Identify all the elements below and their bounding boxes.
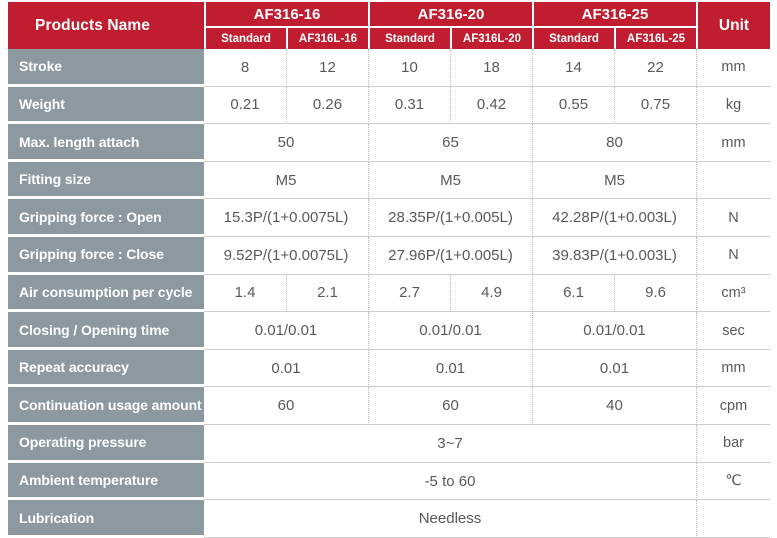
unit-cell: cpm <box>696 387 770 426</box>
table-header: Products Name Unit AF316-16 Standard AF316… <box>8 2 770 49</box>
row-label: Air consumption per cycle <box>8 274 204 313</box>
value-cell: 27.96P/(1+0.005L) <box>368 237 532 275</box>
table-body: Stroke 8 12 10 18 14 22 mm Weight 0.21 0.26 0.31 0.4… <box>8 49 770 538</box>
value-cell: 9.6 <box>614 274 696 313</box>
value-cell: 2.1 <box>286 274 368 313</box>
value-cell: M5 <box>368 161 532 200</box>
table-row: Gripping force : Close 9.52P/(1+0.0075L) 2… <box>8 237 770 275</box>
value-cell: 9.52P/(1+0.0075L) <box>204 237 368 275</box>
value-cell: 0.01/0.01 <box>532 312 696 350</box>
value-cell: 0.01/0.01 <box>368 312 532 350</box>
table-row: Closing / Opening time 0.01/0.01 0.01/0.01… <box>8 312 770 350</box>
row-label: Continuation usage amount <box>8 387 204 426</box>
unit-cell: cm³ <box>696 274 770 313</box>
table-row: Weight 0.21 0.26 0.31 0.42 0.55 0.75 kg <box>8 86 770 125</box>
group-header: AF316-16 <box>204 2 368 28</box>
value-cell: 42.28P/(1+0.003L) <box>532 199 696 238</box>
row-label: Stroke <box>8 49 204 87</box>
row-label: Weight <box>8 86 204 125</box>
value-cell: 65 <box>368 124 532 162</box>
value-cell: 15.3P/(1+0.0075L) <box>204 199 368 238</box>
row-label: Gripping force : Open <box>8 199 204 238</box>
row-label: Lubrication <box>8 500 204 538</box>
unit-cell: mm <box>696 349 770 388</box>
value-cell: 0.26 <box>286 86 368 125</box>
table-row: Stroke 8 12 10 18 14 22 mm <box>8 49 770 87</box>
value-cell: 1.4 <box>204 274 286 313</box>
value-cell: 22 <box>614 49 696 87</box>
products-name-header: Products Name <box>8 2 204 49</box>
unit-column-header: Unit <box>696 2 770 49</box>
value-cell: 28.35P/(1+0.005L) <box>368 199 532 238</box>
value-cell: 14 <box>532 49 614 87</box>
value-cell: 3~7 <box>204 425 696 463</box>
value-cell: 0.42 <box>450 86 532 125</box>
row-label: Fitting size <box>8 161 204 200</box>
value-cell: 0.01 <box>204 349 368 388</box>
subgroup-header: AF316L-25 <box>614 28 696 49</box>
unit-cell: N <box>696 199 770 238</box>
row-label: Operating pressure <box>8 425 204 463</box>
table-row: Continuation usage amount 60 60 40 cpm <box>8 387 770 426</box>
row-label: Ambient temperature <box>8 462 204 501</box>
unit-cell: ℃ <box>696 462 770 501</box>
unit-cell: N <box>696 237 770 275</box>
row-label: Repeat accuracy <box>8 349 204 388</box>
value-cell: 4.9 <box>450 274 532 313</box>
table-row: Ambient temperature -5 to 60 ℃ <box>8 462 770 501</box>
row-label: Closing / Opening time <box>8 312 204 350</box>
value-cell: 18 <box>450 49 532 87</box>
table-row: Lubrication Needless <box>8 500 770 538</box>
unit-cell: bar <box>696 425 770 463</box>
value-cell: Needless <box>204 500 696 538</box>
table-row: Max. length attach 50 65 80 mm <box>8 124 770 162</box>
value-cell: 0.01 <box>532 349 696 388</box>
unit-cell <box>696 161 770 200</box>
value-cell: 0.01/0.01 <box>204 312 368 350</box>
unit-cell: mm <box>696 49 770 87</box>
value-cell: 0.31 <box>368 86 450 125</box>
unit-cell <box>696 500 770 538</box>
group-header: AF316-25 <box>532 2 696 28</box>
group-header: AF316-20 <box>368 2 532 28</box>
value-cell: -5 to 60 <box>204 462 696 501</box>
subgroup-header: AF316L-16 <box>286 28 368 49</box>
value-cell: 60 <box>368 387 532 426</box>
unit-cell: sec <box>696 312 770 350</box>
value-cell: 0.75 <box>614 86 696 125</box>
value-cell: 8 <box>204 49 286 87</box>
subgroup-header: Standard <box>368 28 450 49</box>
subgroup-header: Standard <box>204 28 286 49</box>
value-cell: M5 <box>532 161 696 200</box>
value-cell: 50 <box>204 124 368 162</box>
table-row: Fitting size M5 M5 M5 <box>8 161 770 200</box>
value-cell: 10 <box>368 49 450 87</box>
value-cell: 60 <box>204 387 368 426</box>
value-cell: 39.83P/(1+0.003L) <box>532 237 696 275</box>
value-cell: 80 <box>532 124 696 162</box>
value-cell: 6.1 <box>532 274 614 313</box>
subgroup-header: AF316L-20 <box>450 28 532 49</box>
table-row: Repeat accuracy 0.01 0.01 0.01 mm <box>8 349 770 388</box>
value-cell: 0.01 <box>368 349 532 388</box>
table-row: Air consumption per cycle 1.4 2.1 2.7 4.9 6.1… <box>8 274 770 313</box>
value-cell: 40 <box>532 387 696 426</box>
subgroup-header: Standard <box>532 28 614 49</box>
row-label: Max. length attach <box>8 124 204 162</box>
table-row: Operating pressure 3~7 bar <box>8 425 770 463</box>
value-cell: 0.21 <box>204 86 286 125</box>
value-cell: 0.55 <box>532 86 614 125</box>
value-cell: 12 <box>286 49 368 87</box>
value-cell: M5 <box>204 161 368 200</box>
value-cell: 2.7 <box>368 274 450 313</box>
row-label: Gripping force : Close <box>8 237 204 275</box>
table-row: Gripping force : Open 15.3P/(1+0.0075L) 28… <box>8 199 770 238</box>
unit-cell: kg <box>696 86 770 125</box>
unit-cell: mm <box>696 124 770 162</box>
